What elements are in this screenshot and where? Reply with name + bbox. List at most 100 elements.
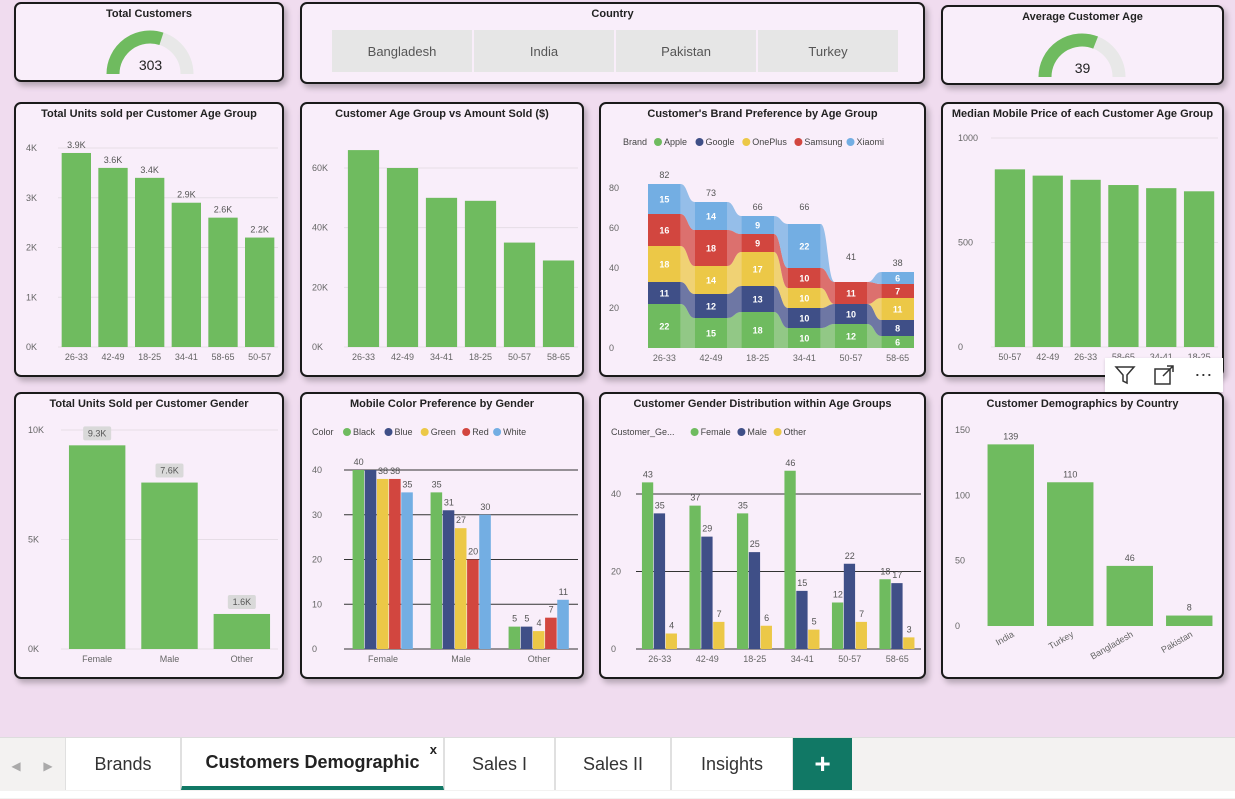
bar <box>641 482 654 649</box>
y-tick-label: 150 <box>955 425 970 435</box>
bar <box>994 169 1026 347</box>
legend-label: Xiaomi <box>857 137 885 147</box>
bar <box>520 626 533 649</box>
ribbon <box>680 304 695 348</box>
ribbon <box>727 286 742 318</box>
bar <box>808 629 820 649</box>
x-tick-label: 26-33 <box>648 654 671 664</box>
add-page-button[interactable]: + <box>793 738 852 790</box>
focus-mode-icon[interactable] <box>1149 360 1179 390</box>
data-label: 2.2K <box>250 225 269 235</box>
slicer-item-pakistan[interactable]: Pakistan <box>616 30 756 72</box>
amount-by-age-chart[interactable]: Customer Age Group vs Amount Sold ($) 0K… <box>300 102 584 377</box>
data-label: 6 <box>764 613 769 623</box>
ribbon-segment <box>648 246 681 282</box>
slicer-item-india[interactable]: India <box>474 30 614 72</box>
data-label: 46 <box>1125 553 1135 563</box>
y-tick-label: 30 <box>312 510 322 520</box>
legend-marker <box>462 428 471 436</box>
legend-marker <box>773 428 782 436</box>
bar <box>454 528 467 649</box>
ribbon-segment <box>788 288 821 308</box>
gender-by-age-chart[interactable]: Customer Gender Distribution within Age … <box>599 392 926 679</box>
tab-insights[interactable]: Insights <box>671 738 793 790</box>
average-age-card[interactable]: Average Customer Age 39 <box>941 5 1224 85</box>
x-tick-label: 18-25 <box>138 352 161 362</box>
segment-label: 8 <box>895 324 900 334</box>
slicer-item-bangladesh[interactable]: Bangladesh <box>332 30 472 72</box>
tab-scroll-arrows: ◀ ▶ <box>0 738 64 793</box>
more-options-icon[interactable]: ⋯ <box>1194 364 1213 385</box>
segment-label: 10 <box>799 274 809 284</box>
card-title: Customer Demographics by Country <box>986 398 1179 410</box>
legend-marker <box>737 428 746 436</box>
y-tick-label: 20 <box>611 567 621 577</box>
data-label: 11 <box>559 587 568 597</box>
x-tick-label: 34-41 <box>791 654 814 664</box>
ribbon-segment <box>881 272 914 284</box>
data-label: 20 <box>468 547 478 557</box>
bar <box>1106 565 1153 626</box>
data-label: 38 <box>378 466 388 476</box>
ribbon-segment <box>694 318 728 348</box>
tab-brands[interactable]: Brands <box>65 738 181 790</box>
slicer-item-turkey[interactable]: Turkey <box>758 30 898 72</box>
bar <box>1070 179 1101 347</box>
gender-by-age-plot: Customer_Ge... Female Male Other02040433542… <box>611 427 921 664</box>
chevron-left-icon[interactable]: ◀ <box>11 758 21 773</box>
units-by-age-plot: 0K 1K 2K 3K 4K 3.9K 26-33 3.6K 42-49 3.4K 18-25 2.9… <box>26 140 278 362</box>
data-label: 35 <box>402 479 412 489</box>
x-tick-label: 58-65 <box>547 352 570 362</box>
median-price-chart[interactable]: Median Mobile Price of each Customer Age… <box>941 102 1224 377</box>
ribbon-segment <box>648 282 681 304</box>
x-tick-label: 26-33 <box>653 353 676 363</box>
color-by-gender-chart[interactable]: Mobile Color Preference by Gender Color B… <box>300 392 584 679</box>
data-label: 22 <box>845 551 855 561</box>
ribbon-segment <box>881 336 914 348</box>
segment-label: 10 <box>799 314 809 324</box>
units-by-age-chart[interactable]: Total Units sold per Customer Age Group … <box>14 102 284 377</box>
chevron-right-icon[interactable]: ▶ <box>43 758 53 773</box>
tab-customers-demographic[interactable]: Customers Demographic x <box>181 738 444 790</box>
total-customers-card[interactable]: Total Customers 303 <box>14 2 284 82</box>
segment-label: 22 <box>799 242 809 252</box>
data-label: 5 <box>512 614 517 624</box>
y-tick-label: 0K <box>26 342 37 352</box>
country-demographics-chart[interactable]: Customer Demographics by Country 0 50 100 1… <box>941 392 1224 679</box>
brand-preference-chart[interactable]: Customer's Brand Preference by Age Group… <box>599 102 926 377</box>
x-tick-label: Male <box>451 654 471 664</box>
data-label: 9.3K <box>88 428 107 438</box>
bar <box>508 626 521 649</box>
units-by-gender-chart[interactable]: Total Units Sold per Customer Gender 0K 5… <box>14 392 284 679</box>
bar <box>784 470 796 649</box>
legend-label: Samsung <box>804 137 842 147</box>
tab-sales-ii[interactable]: Sales II <box>555 738 671 790</box>
page-tab-bar: ◀ ▶ Brands Customers Demographic x Sales… <box>0 737 1235 799</box>
y-tick-label: 40K <box>312 223 328 233</box>
y-tick-label: 20K <box>312 282 328 292</box>
ribbon-segment <box>694 230 728 266</box>
data-label: 5 <box>812 617 817 627</box>
card-title: Total Units sold per Customer Age Group <box>41 108 257 120</box>
y-tick-label: 0 <box>955 621 960 631</box>
bar <box>245 237 275 347</box>
bar <box>689 505 701 649</box>
filter-icon[interactable] <box>1110 360 1140 390</box>
card-title: Customer's Brand Preference by Age Group <box>647 108 878 120</box>
segment-label: 16 <box>659 226 669 236</box>
tab-sales-i[interactable]: Sales I <box>444 738 555 790</box>
card-title: Average Customer Age <box>1022 11 1143 23</box>
x-tick-label: 58-65 <box>886 353 909 363</box>
legend-title: Color <box>312 427 334 437</box>
x-tick-label: 34-41 <box>430 352 453 362</box>
bar <box>1166 615 1213 626</box>
bar <box>903 637 915 649</box>
bar <box>171 202 201 347</box>
segment-label: 11 <box>846 289 856 299</box>
data-label: 4 <box>536 618 541 628</box>
legend-marker <box>343 428 351 436</box>
amount-by-age-plot: 0K 20K 40K 60K 26-33 42-49 34-41 18-25 50-57 58-6… <box>312 150 578 362</box>
x-tick-label: 42-49 <box>391 352 414 362</box>
y-tick-label: 1K <box>26 292 37 302</box>
close-icon[interactable]: x <box>429 742 437 757</box>
